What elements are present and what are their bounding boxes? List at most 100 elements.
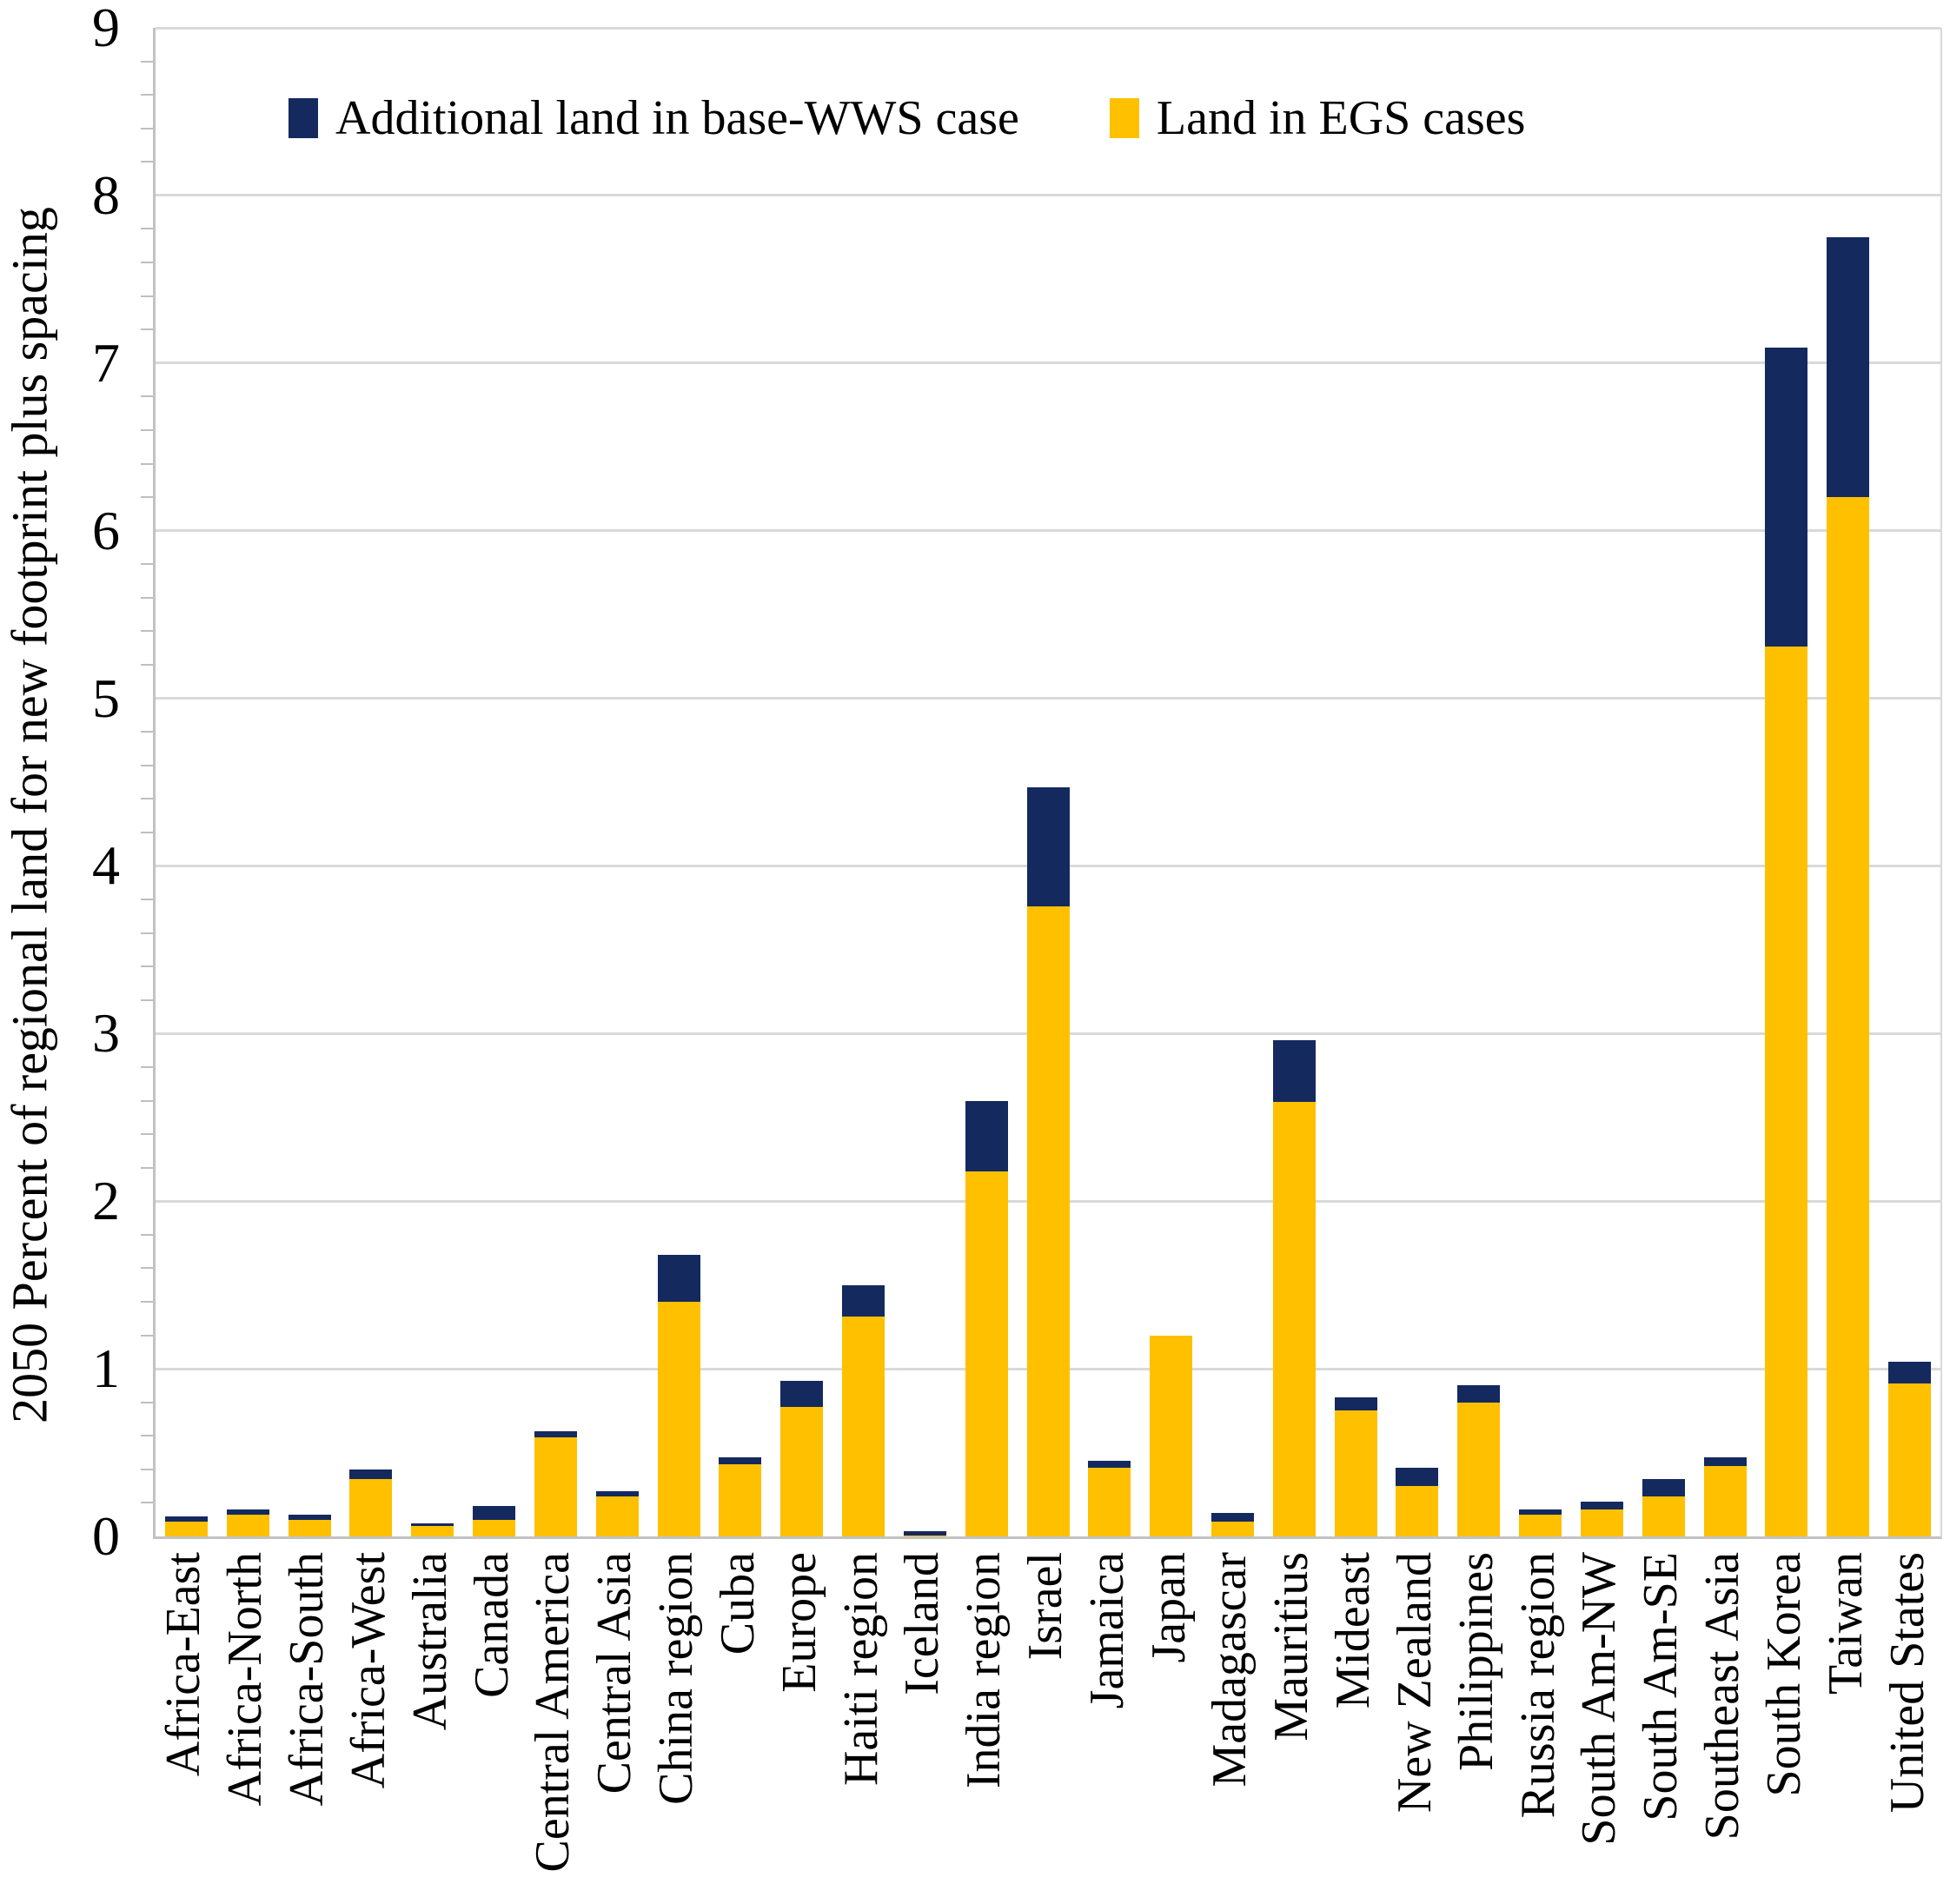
x-tick-label-mideast: Mideast xyxy=(1326,1552,1381,1709)
x-tick-label-taiwan: Taiwan xyxy=(1818,1552,1873,1695)
bar-egs-central-america xyxy=(534,1437,577,1536)
y-minor-tick xyxy=(141,1502,153,1504)
y-minor-tick xyxy=(141,1267,153,1270)
y-minor-tick xyxy=(141,998,153,1001)
bar-egs-africa-east xyxy=(164,1521,208,1536)
y-minor-tick xyxy=(141,899,153,901)
bar-egs-south-am-nw xyxy=(1580,1509,1623,1536)
bar-wws-australia xyxy=(411,1523,454,1527)
bar-egs-taiwan xyxy=(1827,497,1870,1536)
y-tick-label-3: 3 xyxy=(92,1002,120,1065)
y-minor-tick xyxy=(141,328,153,331)
bar-egs-central-asia xyxy=(595,1496,639,1536)
bar-egs-cuba xyxy=(719,1464,762,1536)
x-tick-label-canada: Canada xyxy=(464,1552,519,1698)
bar-egs-jamaica xyxy=(1088,1467,1131,1536)
y-minor-tick xyxy=(141,1300,153,1303)
bar-wws-philippines xyxy=(1457,1385,1501,1403)
x-tick-label-south-am-se: South Am-SE xyxy=(1634,1552,1688,1821)
bar-wws-india-region xyxy=(965,1100,1008,1171)
x-tick-label-israel: Israel xyxy=(1018,1552,1072,1661)
bar-wws-russia-region xyxy=(1519,1509,1562,1515)
bar-wws-south-am-se xyxy=(1642,1479,1685,1496)
bar-egs-mauritius xyxy=(1272,1102,1316,1536)
y-minor-tick xyxy=(141,630,153,633)
y-tick-label-7: 7 xyxy=(92,331,120,394)
gridline-6 xyxy=(156,529,1940,533)
bar-wws-iceland xyxy=(903,1531,946,1536)
y-minor-tick xyxy=(141,496,153,499)
bar-wws-canada xyxy=(473,1506,516,1520)
bar-wws-mideast xyxy=(1334,1396,1377,1411)
legend-label-wws: Additional land in base-WWS case xyxy=(335,91,1019,145)
bar-egs-haiti-region xyxy=(842,1317,885,1536)
y-minor-tick xyxy=(141,1334,153,1337)
x-tick-label-central-asia: Central Asia xyxy=(587,1552,642,1795)
x-tick-label-central-america: Central America xyxy=(526,1552,580,1873)
y-minor-tick xyxy=(141,1099,153,1102)
x-tick-label-madagascar: Madagascar xyxy=(1203,1552,1257,1788)
legend: Additional land in base-WWS case Land in… xyxy=(289,90,1525,146)
y-minor-tick xyxy=(141,798,153,800)
bar-wws-africa-west xyxy=(349,1469,393,1480)
x-tick-label-japan: Japan xyxy=(1141,1552,1196,1663)
bar-wws-mauritius xyxy=(1272,1040,1316,1103)
wws-swatch-icon xyxy=(289,98,318,138)
bar-egs-israel xyxy=(1026,906,1070,1536)
bar-egs-southeast-asia xyxy=(1703,1466,1747,1536)
bar-egs-south-am-se xyxy=(1642,1496,1685,1536)
y-minor-tick xyxy=(141,94,153,96)
x-tick-label-russia-region: Russia region xyxy=(1510,1552,1565,1819)
y-tick-label-8: 8 xyxy=(92,163,120,226)
x-tick-label-africa-west: Africa-West xyxy=(341,1552,395,1789)
y-tick-label-2: 2 xyxy=(92,1170,120,1232)
y-tick-label-1: 1 xyxy=(92,1337,120,1400)
y-minor-tick xyxy=(141,428,153,431)
bar-egs-japan xyxy=(1150,1335,1193,1536)
x-tick-label-europe: Europe xyxy=(772,1552,826,1693)
bar-egs-africa-west xyxy=(349,1479,393,1536)
y-minor-tick xyxy=(141,663,153,666)
bar-wws-new-zealand xyxy=(1396,1467,1439,1487)
y-minor-tick xyxy=(141,127,153,129)
y-tick-label-4: 4 xyxy=(92,834,120,897)
bar-egs-china-region xyxy=(657,1301,700,1536)
bar-egs-india-region xyxy=(965,1171,1008,1536)
x-tick-label-india-region: India region xyxy=(957,1552,1011,1789)
y-minor-tick xyxy=(141,1233,153,1236)
egs-swatch-icon xyxy=(1109,98,1139,138)
bar-wws-china-region xyxy=(657,1254,700,1302)
bar-wws-taiwan xyxy=(1827,237,1870,498)
bar-wws-africa-east xyxy=(164,1516,208,1522)
y-minor-tick xyxy=(141,1166,153,1169)
legend-item-egs: Land in EGS cases xyxy=(1109,90,1525,146)
bar-egs-canada xyxy=(473,1519,516,1536)
y-minor-tick xyxy=(141,1065,153,1068)
x-tick-label-mauritius: Mauritius xyxy=(1264,1552,1319,1741)
gridline-5 xyxy=(156,697,1940,700)
y-tick-label-0: 0 xyxy=(92,1505,120,1567)
bar-wws-madagascar xyxy=(1210,1513,1254,1522)
legend-item-wws: Additional land in base-WWS case xyxy=(289,90,1019,146)
bar-wws-south-korea xyxy=(1765,348,1808,647)
y-minor-tick xyxy=(141,262,153,264)
y-tick-label-5: 5 xyxy=(92,667,120,729)
y-minor-tick xyxy=(141,563,153,566)
y-minor-tick xyxy=(141,731,153,733)
gridline-9 xyxy=(156,26,1940,30)
x-tick-label-australia: Australia xyxy=(402,1552,457,1731)
y-minor-tick xyxy=(141,1401,153,1403)
bar-wws-jamaica xyxy=(1088,1461,1131,1468)
bar-egs-russia-region xyxy=(1519,1514,1562,1536)
bar-egs-madagascar xyxy=(1210,1521,1254,1536)
x-tick-label-haiti-region: Haiti region xyxy=(833,1552,888,1787)
y-minor-tick xyxy=(141,596,153,599)
x-tick-label-africa-east: Africa-East xyxy=(156,1552,211,1777)
y-minor-tick xyxy=(141,965,153,968)
y-minor-tick xyxy=(141,1133,153,1136)
bar-wws-cuba xyxy=(719,1457,762,1465)
x-tick-label-south-korea: South Korea xyxy=(1756,1552,1811,1797)
y-minor-tick xyxy=(141,1435,153,1437)
bar-egs-new-zealand xyxy=(1396,1486,1439,1536)
